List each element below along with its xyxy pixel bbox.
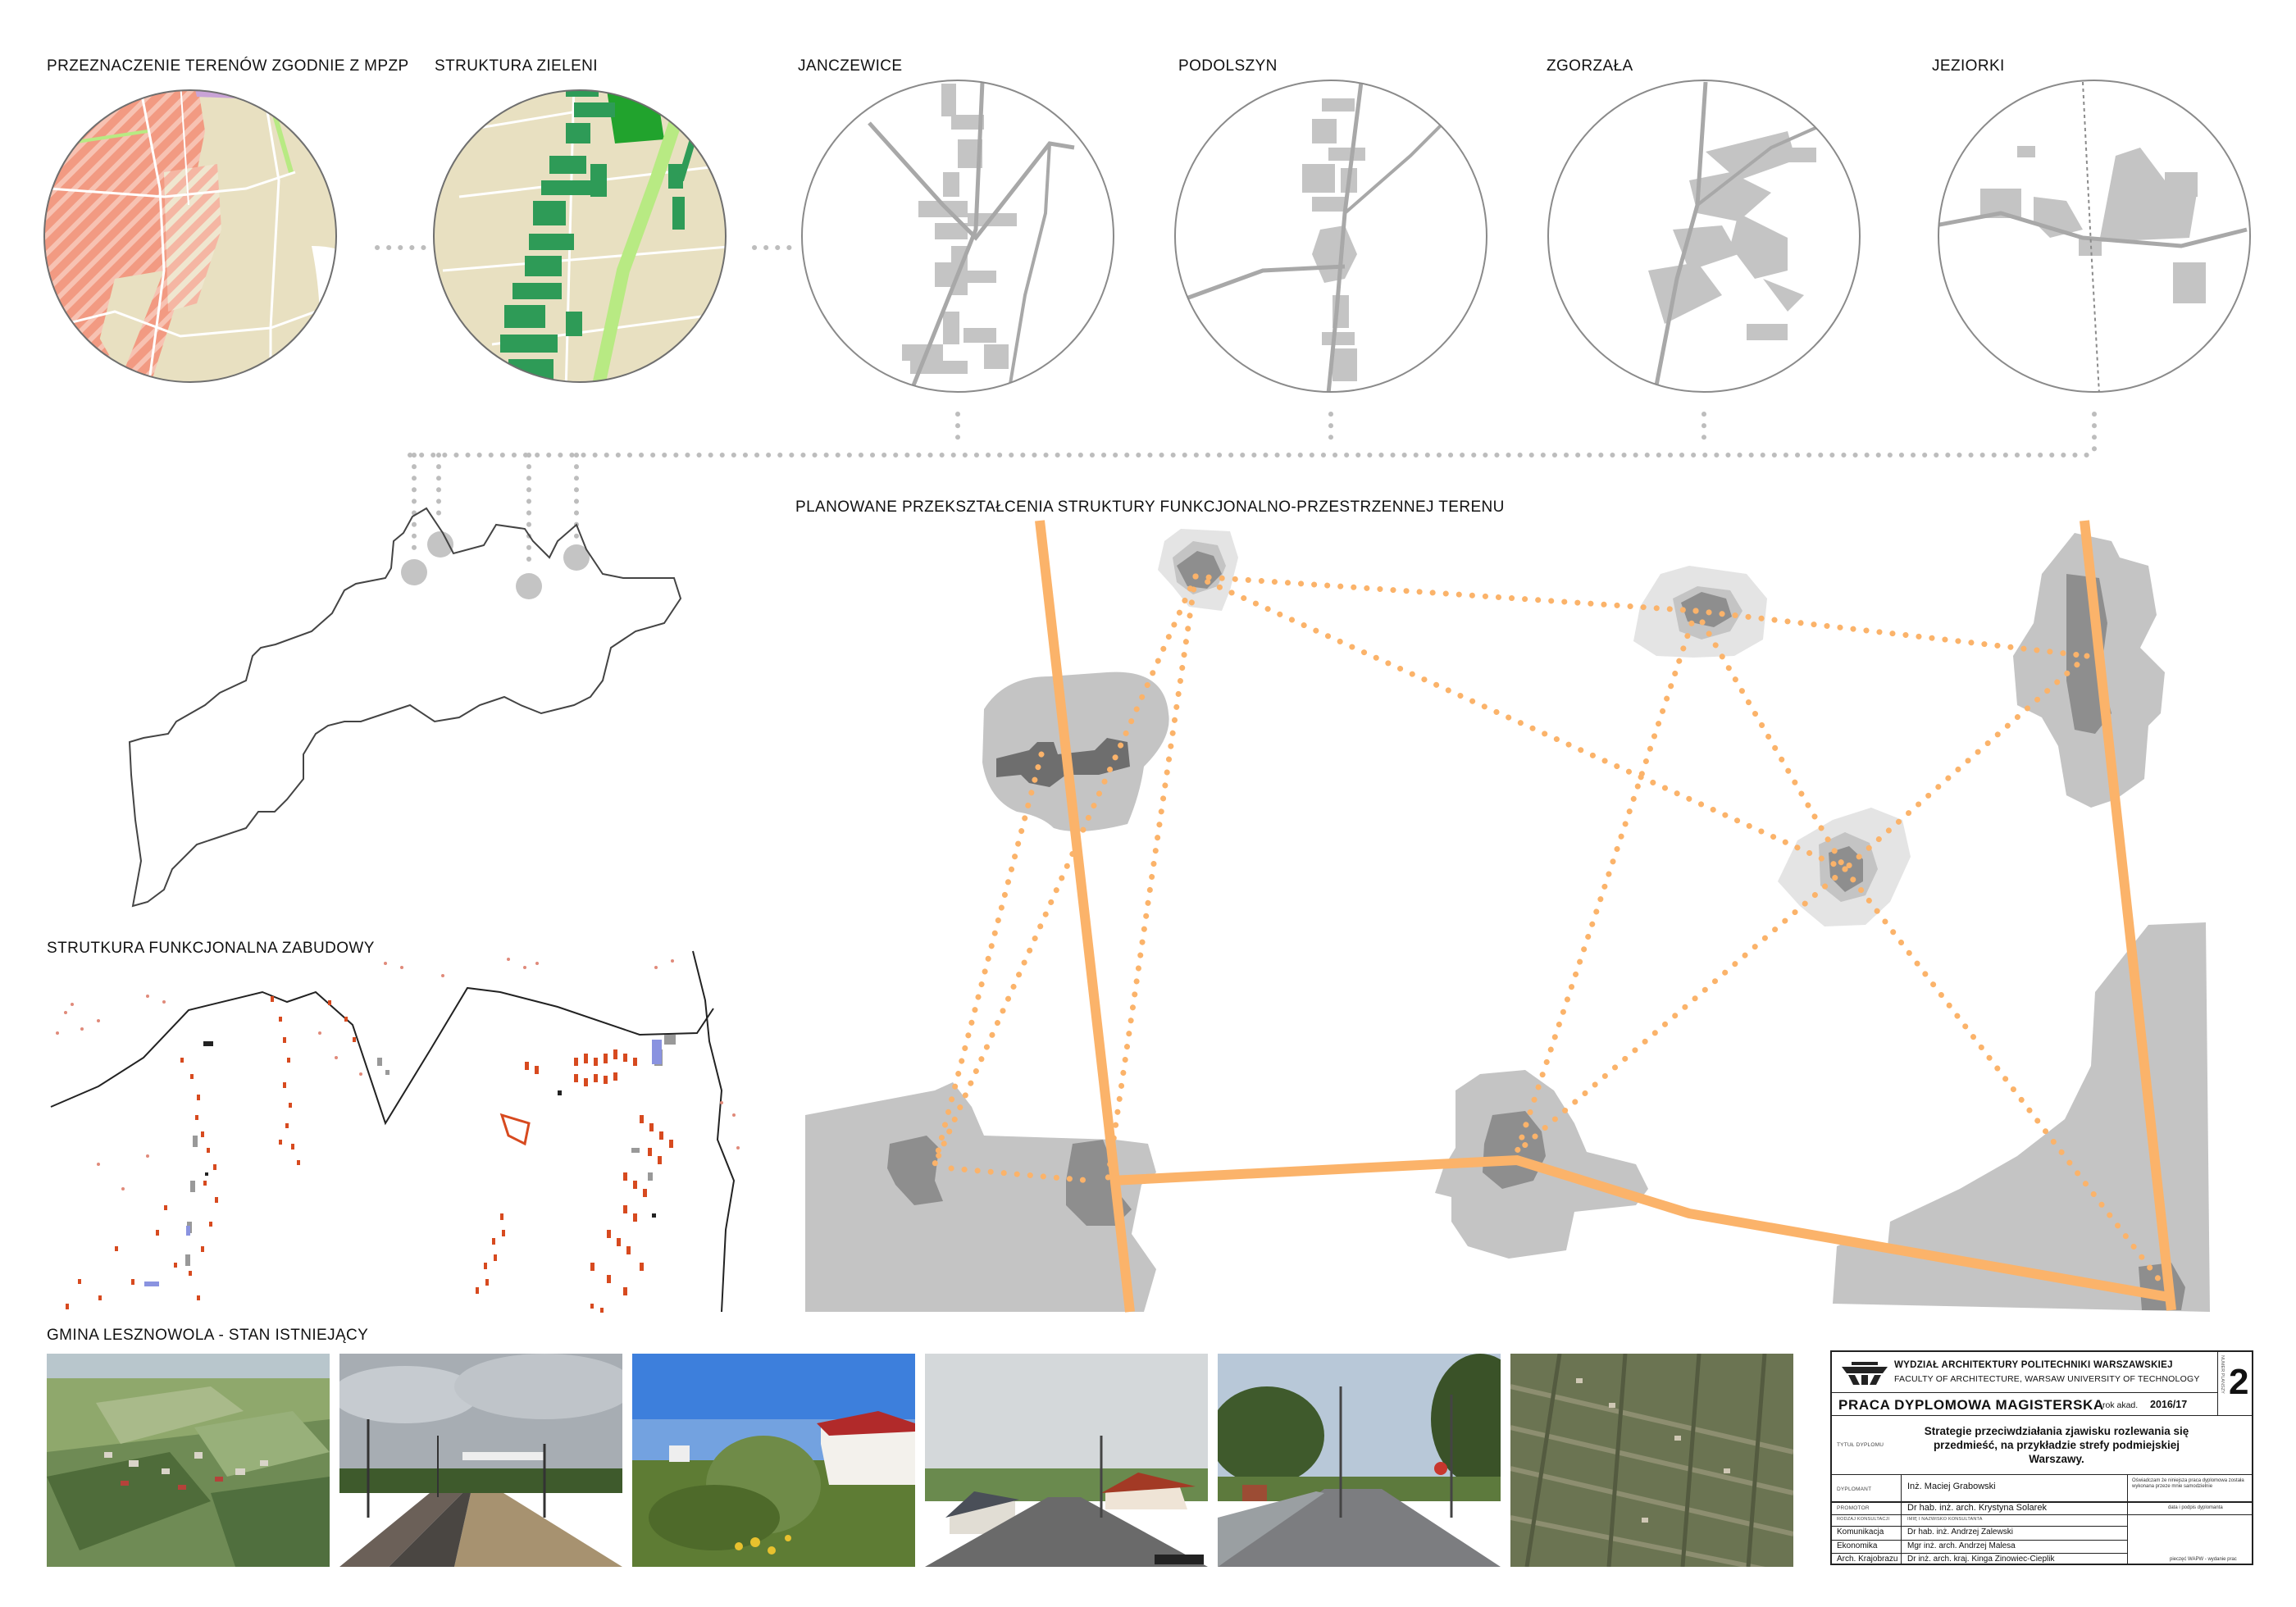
author-label: DYPLOMANT: [1837, 1486, 1872, 1492]
sheet-number: 2: [2229, 1362, 2249, 1402]
consult-name-3: Dr inż. arch. kraj. Kinga Zinowiec-Ciepl…: [1907, 1555, 2055, 1564]
title-block-header: WYDZIAŁ ARCHITEKTURY POLITECHNIKI WARSZA…: [1832, 1352, 2217, 1393]
label-struktura-zieleni: STRUKTURA ZIELENI: [435, 57, 598, 75]
consult-type-1: Komunikacja: [1837, 1527, 1884, 1536]
faculty-name-pl: WYDZIAŁ ARCHITEKTURY POLITECHNIKI WARSZA…: [1894, 1360, 2173, 1370]
declaration-note: Oświadczam że niniejsza praca dyplomowa …: [2132, 1478, 2244, 1489]
sheet-number-box: NUMER PLANSZY 2: [2217, 1352, 2253, 1416]
consult-name-2: Mgr inż. arch. Andrzej Malesa: [1907, 1541, 2016, 1550]
faculty-name-en: FACULTY OF ARCHITECTURE, WARSAW UNIVERSI…: [1894, 1374, 2200, 1384]
podolszyn-map: [1175, 81, 1461, 392]
thesis-title-row: TYTUŁ DYPLOMU Strategie przeciwdziałania…: [1832, 1416, 2253, 1475]
label-zgorzala: ZGORZAŁA: [1547, 57, 1633, 75]
zgorzala-map: [1648, 81, 1846, 386]
author-name: Inż. Maciej Grabowski: [1907, 1482, 1996, 1491]
stamp-label: pieczęć WAPW - wydanie prac: [2170, 1557, 2237, 1562]
zieleni-map: [434, 90, 726, 382]
photo-wild-garden: [632, 1354, 915, 1567]
title-block: WYDZIAŁ ARCHITEKTURY POLITECHNIKI WARSZA…: [1830, 1350, 2253, 1565]
label-planowane: PLANOWANE PRZEKSZTAŁCENIA STRUKTURY FUNK…: [795, 498, 1505, 516]
planned-connections: [932, 573, 2168, 1291]
mpzp-map: [44, 90, 336, 382]
thesis-title: Strategie przeciwdziałania zjawisku rozl…: [1924, 1425, 2189, 1465]
photo-aerial-village: [47, 1354, 330, 1567]
consult-type-3: Arch. Krajobrazu: [1837, 1555, 1898, 1564]
year-value: 2016/17: [2150, 1399, 2188, 1410]
planned-roads: [1035, 520, 2176, 1313]
label-jeziorki: JEZIORKI: [1932, 57, 2005, 75]
photo-satellite-fields: [1510, 1354, 1793, 1567]
thesis-type-row: PRACA DYPLOMOWA MAGISTERSKA rok akad. 20…: [1832, 1393, 2217, 1416]
functional-structure-map: [50, 950, 740, 1313]
label-gmina: GMINA LESZNOWOLA - STAN ISTNIEJĄCY: [47, 1327, 369, 1344]
thesis-type: PRACA DYPLOMOWA MAGISTERSKA: [1838, 1397, 2104, 1413]
label-funkcjonalna: STRUTKURA FUNKCJONALNA ZABUDOWY: [47, 940, 375, 957]
photo-residential-street: [925, 1354, 1208, 1567]
label-janczewice: JANCZEWICE: [798, 57, 903, 75]
label-podolszyn: PODOLSZYN: [1178, 57, 1278, 75]
date-signature-label: data i podpis dyplomanta: [2168, 1505, 2223, 1510]
connector-dots: [408, 412, 2097, 568]
thesis-title-label: TYTUŁ DYPLOMU: [1837, 1442, 1884, 1448]
consult-name-label: IMIĘ I NAZWISKO KONSULTANTA: [1907, 1517, 1983, 1522]
photo-village-road: [1218, 1354, 1501, 1567]
sheet-number-label: NUMER PLANSZY: [2220, 1355, 2225, 1394]
consult-type-2: Ekonomika: [1837, 1541, 1878, 1550]
consult-name-1: Dr hab. inż. Andrzej Zalewski: [1907, 1527, 2013, 1536]
promoter-name: Dr hab. inż. arch. Krystyna Solarek: [1907, 1503, 2047, 1513]
planned-transformation-diagram: [805, 520, 2210, 1313]
promoter-label: PROMOTOR: [1837, 1505, 1870, 1511]
label-mpzp: PRZEZNACZENIE TERENÓW ZGODNIE Z MPZP: [47, 57, 409, 75]
gmina-location-markers: [401, 531, 590, 599]
year-label: rok akad.: [2102, 1400, 2139, 1410]
gmina-outline: [128, 507, 682, 908]
faculty-logo: [1842, 1362, 1888, 1385]
jeziorki-map: [1938, 81, 2248, 392]
janczewice-map: [868, 81, 1075, 392]
photo-railway-station: [339, 1354, 622, 1567]
consult-type-label: RODZAJ KONSULTACJI: [1837, 1517, 1890, 1522]
